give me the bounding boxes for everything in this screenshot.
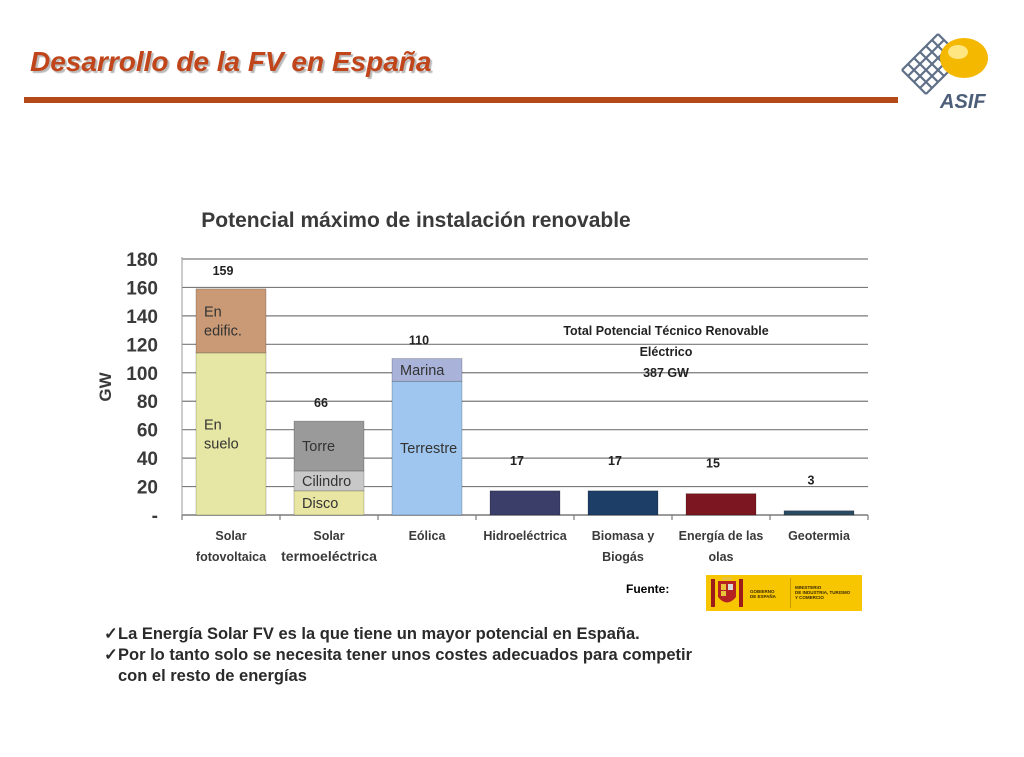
- data-label: 17: [510, 454, 524, 468]
- ministerio-text: MINISTERIO DE INDUSTRIA, TURISMO Y COMER…: [795, 585, 850, 600]
- category-label: Energía de las: [679, 529, 764, 543]
- category-label: Geotermia: [788, 529, 851, 543]
- segment-label: Terrestre: [400, 441, 457, 457]
- logo-sun-icon: [940, 38, 988, 78]
- gobierno-text: GOBIERNO DE ESPAÑA: [750, 589, 776, 599]
- logo-right-line: DE INDUSTRIA, TURISMO: [795, 590, 851, 595]
- bar-segment: [587, 490, 659, 516]
- bar-segment: [391, 380, 463, 516]
- bullet-item: ✓ Por lo tanto solo se necesita tener un…: [104, 645, 692, 666]
- bar-segment: [685, 493, 757, 516]
- checkmark-icon: ✓: [104, 646, 118, 664]
- bullet-item: ✓ La Energía Solar FV es la que tiene un…: [104, 624, 692, 645]
- y-tick-label: 100: [126, 364, 158, 385]
- category-label: Solar: [215, 529, 246, 543]
- y-tick-label: 40: [137, 449, 158, 470]
- category-label: Biomasa y: [592, 529, 655, 543]
- data-label: 3: [808, 474, 815, 488]
- gobierno-logo: GOBIERNO DE ESPAÑA MINISTERIO DE INDUSTR…: [706, 575, 862, 611]
- coat-of-arms-icon: [711, 577, 743, 607]
- y-tick-label: 20: [137, 478, 158, 499]
- segment-label: Disco: [302, 496, 338, 512]
- segment-label: edific.: [204, 323, 242, 339]
- y-tick-label: 160: [126, 278, 158, 299]
- bar-segment: [195, 352, 267, 516]
- bullet-text: La Energía Solar FV es la que tiene un m…: [118, 625, 640, 643]
- logo-separator: [790, 578, 791, 608]
- y-tick-label: 60: [137, 421, 158, 442]
- category-label: Biogás: [602, 550, 644, 564]
- segment-label: En: [204, 417, 222, 433]
- y-tick-label: 140: [126, 307, 158, 328]
- annotation-text: Total Potencial Técnico Renovable: [563, 324, 768, 338]
- logo-sun-highlight: [948, 45, 968, 59]
- slide-title: Desarrollo de la FV en España: [30, 46, 432, 77]
- category-label: olas: [708, 550, 733, 564]
- data-label: 66: [314, 396, 328, 410]
- asif-logo: ASIF: [901, 33, 988, 113]
- data-label: 110: [409, 334, 429, 348]
- y-tick-label: -: [152, 506, 158, 527]
- bar-segment: [489, 490, 561, 516]
- source-label: Fuente:: [626, 582, 670, 596]
- logo-text: ASIF: [939, 91, 986, 113]
- data-label: 159: [213, 264, 234, 278]
- title-rule: [24, 97, 898, 103]
- y-axis-label: GW: [96, 371, 115, 401]
- segment-label: Torre: [302, 439, 335, 455]
- logo-left-line: GOBIERNO: [750, 589, 775, 594]
- checkmark-icon: ✓: [104, 625, 118, 643]
- data-label: 15: [706, 457, 720, 471]
- bar-segment: [391, 358, 463, 382]
- segment-label: Marina: [400, 363, 445, 379]
- logo-right-line: Y COMERCIO: [795, 595, 824, 600]
- y-tick-label: 180: [126, 250, 158, 271]
- category-label: termoeléctrica: [281, 548, 377, 564]
- bar-segment: [293, 490, 365, 516]
- category-label: fotovoltaica: [196, 550, 267, 564]
- y-tick-label: 80: [137, 392, 158, 413]
- annotation-text: Eléctrico: [640, 345, 693, 359]
- logo-left-line: DE ESPAÑA: [750, 594, 776, 599]
- data-label: 17: [608, 454, 622, 468]
- logo-right-line: MINISTERIO: [795, 585, 822, 590]
- chart-title: Potencial máximo de instalación renovabl…: [201, 209, 630, 232]
- bar-segment: [783, 510, 855, 516]
- bar-segment: [293, 420, 365, 472]
- bullet-continuation: con el resto de energías: [118, 667, 307, 685]
- chart: Potencial máximo de instalación renovabl…: [96, 209, 869, 564]
- y-tick-label: 120: [126, 335, 158, 356]
- category-label: Eólica: [409, 529, 447, 543]
- category-label: Solar: [313, 529, 344, 543]
- annotation-text: 387 GW: [643, 366, 689, 380]
- segment-label: Cilindro: [302, 474, 351, 490]
- bullet-text: Por lo tanto solo se necesita tener unos…: [118, 646, 693, 664]
- bar-segment: [195, 288, 267, 354]
- category-label: Hidroeléctrica: [483, 529, 567, 543]
- bullet-list: ✓ La Energía Solar FV es la que tiene un…: [104, 624, 692, 687]
- segment-label: En: [204, 304, 222, 320]
- segment-label: suelo: [204, 436, 239, 452]
